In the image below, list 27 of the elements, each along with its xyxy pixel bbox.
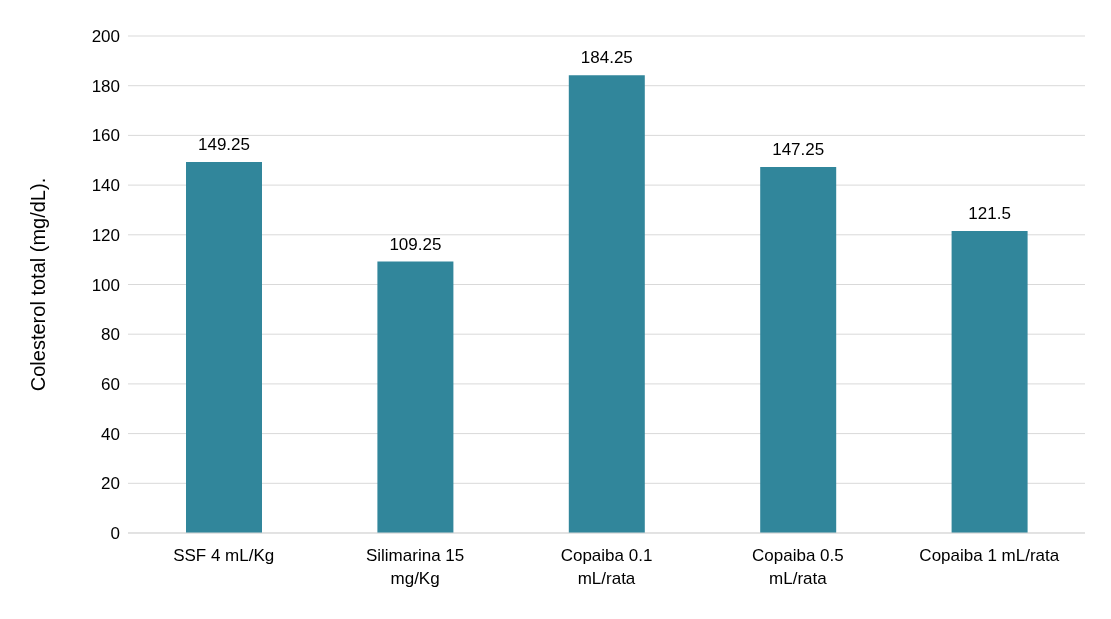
data-label: 149.25 (198, 135, 250, 155)
y-tick-label: 180 (91, 76, 120, 96)
y-tick-label: 160 (91, 126, 120, 146)
x-tick-label: SSF 4 mL/Kg (173, 546, 275, 565)
x-tick-label: Copaiba 0.1 mL/rata (560, 546, 653, 588)
y-axis-title: Colesterol total (mg/dL). (27, 177, 50, 392)
data-label: 147.25 (772, 140, 825, 160)
data-label: 184.25 (580, 48, 633, 68)
y-tick-label: 140 (91, 176, 120, 196)
bar (568, 75, 645, 533)
x-tick-label: Copaiba 1 mL/rata (919, 546, 1060, 565)
y-tick-label: 200 (91, 27, 120, 47)
y-tick-label: 20 (101, 474, 120, 494)
x-tick-label: Silimarina 15 mg/Kg (365, 546, 465, 588)
bar (377, 261, 454, 533)
y-tick-label: 80 (101, 325, 120, 345)
bar (760, 167, 837, 533)
data-label: 121.5 (968, 204, 1011, 224)
data-label: 109.25 (389, 234, 442, 254)
y-tick-label: 60 (101, 374, 120, 394)
y-tick-label: 40 (101, 424, 120, 444)
y-tick-label: 120 (91, 225, 120, 245)
bar (186, 162, 262, 533)
y-tick-label: 100 (91, 275, 120, 295)
bar (951, 231, 1028, 533)
x-tick-label: Copaiba 0.5 mL/rata (752, 546, 844, 588)
y-tick-label: 0 (110, 524, 120, 544)
